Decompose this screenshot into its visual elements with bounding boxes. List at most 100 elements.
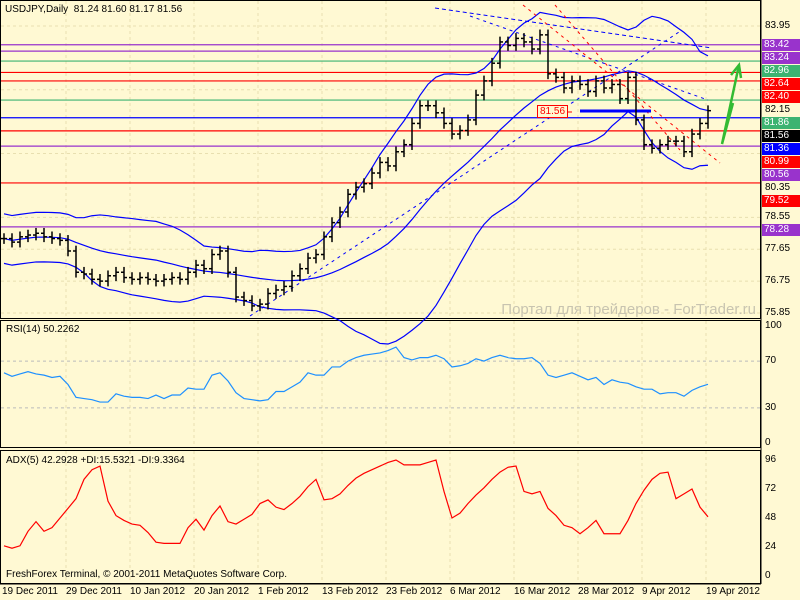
price-bar xyxy=(585,79,591,97)
price-bar xyxy=(457,125,463,140)
bollinger-bands xyxy=(3,11,709,345)
price-bar xyxy=(209,249,215,275)
price-bar xyxy=(561,72,567,94)
price-bar xyxy=(41,227,47,243)
date-tick-label: 19 Dec 2011 xyxy=(2,586,58,597)
price-bar xyxy=(321,231,327,260)
price-bar xyxy=(217,245,223,260)
price-bar xyxy=(609,79,615,94)
rsi-tick-label: 70 xyxy=(765,355,777,367)
level-price-label: 83.24 xyxy=(762,51,800,64)
price-bar xyxy=(649,139,655,154)
price-bar xyxy=(185,266,191,285)
price-bar xyxy=(497,36,503,69)
price-bar xyxy=(305,252,311,275)
price-bar xyxy=(113,266,119,282)
price-bar xyxy=(617,79,623,104)
price-tick-label: 80.35 xyxy=(765,181,791,193)
price-bar xyxy=(57,233,63,246)
price-bar xyxy=(689,128,695,158)
level-price-label: 80.99 xyxy=(762,155,800,168)
price-bar xyxy=(257,298,263,312)
price-bar xyxy=(273,284,279,299)
adx-title: ADX(5) 42.2928 +DI:15.5321 -DI:9.3364 xyxy=(6,455,185,466)
price-bar xyxy=(337,206,343,228)
price-bars xyxy=(1,29,711,312)
price-bar xyxy=(577,75,583,90)
price-bar xyxy=(153,274,159,287)
price-bar xyxy=(241,291,247,306)
price-bar xyxy=(9,233,15,248)
rsi-line xyxy=(3,346,709,403)
price-bar xyxy=(705,105,711,129)
date-tick-label: 23 Feb 2012 xyxy=(386,586,443,597)
price-bar xyxy=(81,266,87,280)
adx-tick-label: 48 xyxy=(765,512,777,524)
price-bar xyxy=(473,89,479,126)
price-bar xyxy=(137,272,143,285)
trendline-blue-up[interactable] xyxy=(249,29,683,317)
trendline-red-2[interactable] xyxy=(554,4,681,151)
level-price-label: 81.56 xyxy=(762,129,800,142)
ohlc-values: 81.24 81.60 81.17 81.56 xyxy=(73,4,183,15)
price-bar xyxy=(233,266,239,303)
band-middle xyxy=(3,70,709,282)
price-bar xyxy=(161,274,167,287)
price-bar xyxy=(409,118,415,151)
date-tick-label: 28 Mar 2012 xyxy=(578,586,635,597)
price-bar xyxy=(425,100,431,112)
price-bar xyxy=(265,288,271,310)
price-bar xyxy=(681,135,687,158)
date-tick-label: 9 Apr 2012 xyxy=(642,586,691,597)
price-bar xyxy=(465,114,471,136)
rsi-series xyxy=(3,346,709,403)
price-bar xyxy=(297,263,303,282)
forecast-arrow-head xyxy=(730,61,743,79)
price-bar xyxy=(385,157,391,172)
band-upper xyxy=(3,11,709,253)
price-bar xyxy=(361,178,367,193)
price-tick-label: 82.15 xyxy=(765,103,791,115)
price-bar xyxy=(129,272,135,285)
price-bar xyxy=(521,33,527,48)
price-bar xyxy=(673,135,679,147)
trendline-blue-down[interactable] xyxy=(434,7,713,49)
price-bar xyxy=(1,233,7,244)
level-price-label: 81.86 xyxy=(762,116,800,129)
rsi-title: RSI(14) 50.2262 xyxy=(6,324,80,335)
date-tick-label: 16 Mar 2012 xyxy=(514,586,571,597)
date-tick-label: 19 Apr 2012 xyxy=(706,586,760,597)
price-bar xyxy=(65,235,71,257)
price-bar xyxy=(393,146,399,172)
trendline-red-1[interactable] xyxy=(522,4,721,164)
level-price-label: 83.42 xyxy=(762,38,800,51)
price-bar xyxy=(49,231,55,244)
adx-tick-label: 96 xyxy=(765,454,777,466)
price-bar xyxy=(249,295,255,312)
price-bar xyxy=(641,114,647,151)
adx-line xyxy=(3,459,709,549)
price-tick-label: 78.55 xyxy=(765,211,791,223)
price-label-box[interactable]: 81.56 xyxy=(537,105,569,118)
price-bar xyxy=(89,268,95,285)
price-bar xyxy=(417,100,423,129)
band-lower xyxy=(3,110,709,345)
price-bar xyxy=(657,139,663,154)
level-price-label: 82.40 xyxy=(762,90,800,103)
adx-tick-label: 72 xyxy=(765,483,777,495)
adx-tick-label: 0 xyxy=(765,570,771,581)
rsi-pane-border xyxy=(0,320,761,448)
price-bar xyxy=(633,72,639,126)
price-bar xyxy=(593,75,599,97)
price-bar xyxy=(281,281,287,296)
price-bar xyxy=(345,188,351,218)
date-tick-label: 6 Mar 2012 xyxy=(450,586,501,597)
price-bar xyxy=(169,272,175,285)
price-bar xyxy=(313,249,319,264)
date-tick-label: 10 Jan 2012 xyxy=(130,586,186,597)
price-bar xyxy=(225,245,231,278)
price-bar xyxy=(505,36,511,51)
price-bar xyxy=(369,167,375,189)
price-bar xyxy=(433,100,439,119)
price-bar xyxy=(401,139,407,158)
